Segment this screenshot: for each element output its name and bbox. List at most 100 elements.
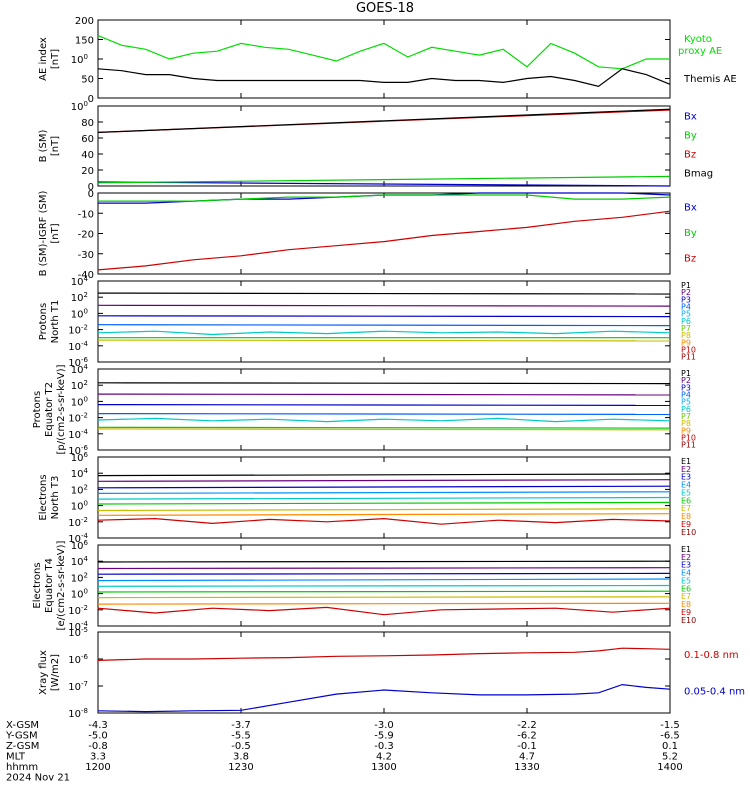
- table-row-label: hhmm: [6, 762, 38, 773]
- legend-entry-p1: P1: [681, 369, 691, 378]
- legend-entry: Bx: [684, 111, 697, 122]
- bottom-table: X-GSM -4.3 -3.7 -3.0 -2.2 -1.5 Y-GSM -5.0 -5.5 -5…: [5, 720, 683, 784]
- y-tick-label: 10-2: [68, 604, 88, 617]
- legend-entry-e10: E10: [681, 528, 696, 537]
- y-axis-label: AE index: [38, 37, 49, 81]
- legend-entry: Bmag: [684, 168, 713, 179]
- legend-entry-e1: E1: [681, 545, 691, 554]
- legend-entry-p11: P11: [681, 353, 696, 362]
- panel-2: 0 20 40 60 80 100 B (SM) [nT] Bx By Bz Bmag: [38, 100, 713, 193]
- table-cell: -1.5: [660, 720, 680, 731]
- table-row-label: Z-GSM: [6, 741, 39, 752]
- table-cell: 1230: [228, 762, 253, 773]
- plot-frame: [97, 368, 671, 451]
- legend-entry: 0.1-0.8 nm: [684, 650, 739, 661]
- y-tick-label: 104: [71, 555, 89, 568]
- legend-entry-p5: P5: [681, 398, 691, 407]
- y-tick-label: 150: [75, 36, 94, 47]
- legend-entry-e7: E7: [681, 592, 691, 601]
- legend-entry-p6: P6: [681, 317, 691, 326]
- y-tick-label: 104: [71, 467, 89, 480]
- legend-entry: Kyoto: [684, 34, 712, 45]
- legend-entry-e9: E9: [681, 520, 691, 529]
- legend-entry-p7: P7: [681, 324, 691, 333]
- y-axis-label: [nT]: [50, 136, 61, 156]
- legend-entry-p8: P8: [681, 331, 691, 340]
- y-axis-label: North T1: [50, 300, 61, 344]
- y-tick-label: 102: [71, 483, 88, 496]
- y-axis-label: B (SM): [38, 129, 49, 162]
- legend-entry-p11: P11: [681, 441, 696, 450]
- legend-entry-p2: P2: [681, 376, 691, 385]
- legend-entry: proxy AE: [678, 46, 722, 57]
- legend-entry-e3: E3: [681, 561, 691, 570]
- table-cell: -5.9: [374, 731, 394, 742]
- table-cell: -3.7: [231, 720, 251, 731]
- series-line-0-05-0-4-nm: [97, 683, 671, 713]
- y-tick-label: 102: [71, 291, 88, 304]
- series-line-p3: [97, 315, 671, 318]
- series-line-e4: [97, 491, 671, 494]
- series-line-themis-ae: [97, 68, 671, 87]
- y-axis-label: [p/(cm2-s-sr-keV)]: [56, 364, 67, 454]
- legend-entry-p9: P9: [681, 338, 691, 347]
- legend-entry-e8: E8: [681, 512, 691, 521]
- series-line-e4: [97, 578, 671, 582]
- table-cell: -0.8: [88, 741, 108, 752]
- table-cell: 3.8: [233, 752, 249, 763]
- y-tick-label: 100: [71, 588, 88, 601]
- legend-entry-p4: P4: [681, 303, 691, 312]
- table-cell: 0.1: [662, 741, 678, 752]
- legend-entry-e10: E10: [681, 616, 696, 625]
- table-cell: -0.1: [517, 741, 537, 752]
- table-cell: -0.3: [374, 741, 394, 752]
- legend-entry-e4: E4: [681, 569, 691, 578]
- table-cell: 4.2: [376, 752, 392, 763]
- table-cell: 3.3: [90, 752, 106, 763]
- legend-entry: Bz: [684, 253, 696, 264]
- date-label: 2024 Nov 21: [6, 773, 70, 784]
- y-tick-label: 10-4: [68, 340, 88, 353]
- figure-title: GOES-18: [356, 1, 414, 16]
- table-cell: -5.0: [88, 731, 108, 742]
- legend-entry: 0.05-0.4 nm: [684, 687, 745, 698]
- table-cell: -2.2: [517, 720, 537, 731]
- panel-5: 10-6 10-4 10-2 100 102 104 Protons Equator T2 [p…: [32, 363, 696, 457]
- legend-entry-e5: E5: [681, 576, 691, 585]
- y-tick-label: -20: [78, 230, 94, 241]
- table-cell: 1330: [514, 762, 539, 773]
- series-line-e1: [97, 473, 671, 477]
- series-line-p5: [97, 330, 671, 336]
- series-line-0-1-0-8-nm: [97, 647, 671, 661]
- legend-entry: By: [684, 228, 697, 239]
- legend-entry-e9: E9: [681, 608, 691, 617]
- series-line-e6: [97, 590, 671, 593]
- legend-entry: By: [684, 130, 697, 141]
- series-line-p1: [97, 382, 671, 385]
- y-tick-label: 106: [71, 539, 89, 552]
- legend-entry-e3: E3: [681, 473, 691, 482]
- y-tick-label: 50: [81, 75, 94, 86]
- legend-entry: Bx: [684, 203, 697, 214]
- legend-entry-e6: E6: [681, 584, 691, 593]
- y-tick-label: 200: [75, 16, 94, 27]
- legend-entry-e6: E6: [681, 496, 691, 505]
- legend-entry-e4: E4: [681, 481, 691, 490]
- table-cell: -0.5: [231, 741, 251, 752]
- table-cell: -3.0: [374, 720, 394, 731]
- legend-entry-e8: E8: [681, 600, 691, 609]
- y-tick-label: 100: [71, 100, 88, 113]
- panel-8: 10-8 10-7 10-6 10-5 Xray flux [W/m2] 0.1-0.8 n…: [38, 626, 745, 720]
- y-tick-label: -30: [78, 250, 94, 261]
- series-line-p4: [97, 324, 671, 327]
- y-tick-label: 102: [71, 379, 88, 392]
- table-cell: -5.5: [231, 731, 251, 742]
- y-tick-label: 10-4: [68, 620, 88, 633]
- series-line-e1: [97, 560, 671, 563]
- legend-entry-p3: P3: [681, 295, 691, 304]
- y-axis-label: [nT]: [50, 49, 61, 69]
- panel-3: -40 -30 -20 -10 0 B (SM)-IGRF (SM) [nT] Bx By Bz: [38, 189, 697, 281]
- series-line-p1: [97, 292, 671, 295]
- legend-entry-p8: P8: [681, 419, 691, 428]
